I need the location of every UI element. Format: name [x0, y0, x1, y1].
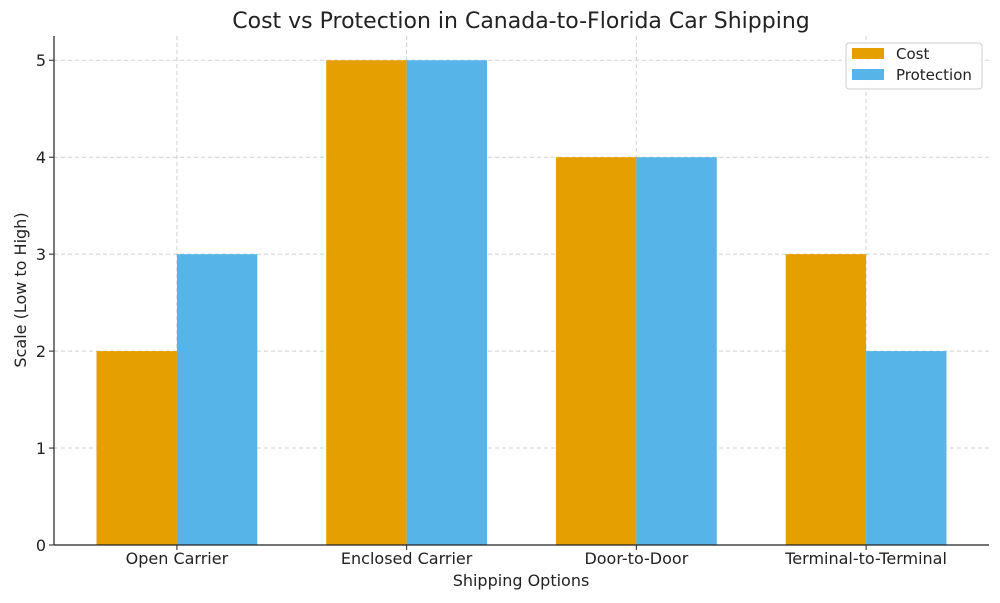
x-tick-label: Terminal-to-Terminal: [784, 549, 947, 568]
legend-label: Protection: [896, 66, 972, 84]
bar-cost-2: [555, 157, 637, 545]
x-tick-label: Open Carrier: [126, 549, 229, 568]
bar-protection-3: [866, 351, 947, 545]
bar-protection-2: [636, 157, 717, 545]
x-tick-label: Door-to-Door: [584, 549, 688, 568]
bar-cost-0: [96, 351, 177, 545]
y-axis-label: Scale (Low to High): [11, 212, 30, 367]
bar-cost-3: [785, 254, 867, 545]
bar-cost-1: [326, 60, 407, 545]
y-tick-label: 3: [36, 245, 46, 264]
legend-swatch: [852, 69, 884, 80]
bar-protection-1: [406, 60, 488, 545]
y-tick-label: 0: [36, 536, 46, 555]
legend-label: Cost: [896, 45, 929, 63]
legend-swatch: [852, 48, 884, 59]
x-axis-label: Shipping Options: [453, 571, 590, 590]
bars: [96, 60, 947, 545]
legend: Cost Protection: [845, 42, 983, 90]
chart-title: Cost vs Protection in Canada-to-Florida …: [232, 9, 809, 34]
axes: 0 1 2 3 4 5 Open Carrier Enclosed Carrier Door-t…: [36, 36, 989, 568]
y-tick-label: 5: [36, 51, 46, 70]
y-tick-label: 2: [36, 342, 46, 361]
x-tick-label: Enclosed Carrier: [341, 549, 473, 568]
y-tick-label: 4: [36, 148, 46, 167]
bar-protection-0: [176, 254, 258, 545]
y-tick-label: 1: [36, 439, 46, 458]
